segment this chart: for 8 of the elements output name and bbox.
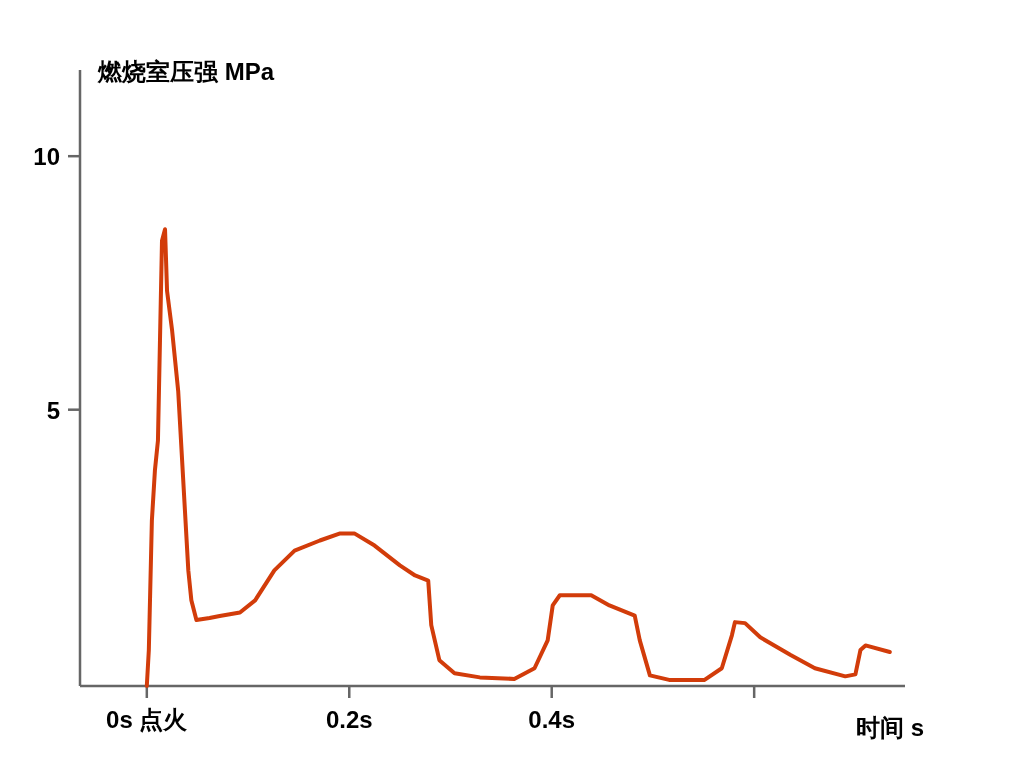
x-axis-title: 时间 s (855, 714, 925, 741)
x-tick-label: 0.2s (325, 706, 373, 733)
x-tick-label: 0s 点火 (106, 706, 189, 733)
line-series (144, 227, 892, 688)
y-tick-label: 10 (33, 143, 60, 171)
y-axis-title: 燃烧室压强 MPa (97, 58, 275, 85)
x-tick-label: 0.4s (528, 706, 576, 733)
y-tick-label: 5 (46, 396, 60, 424)
